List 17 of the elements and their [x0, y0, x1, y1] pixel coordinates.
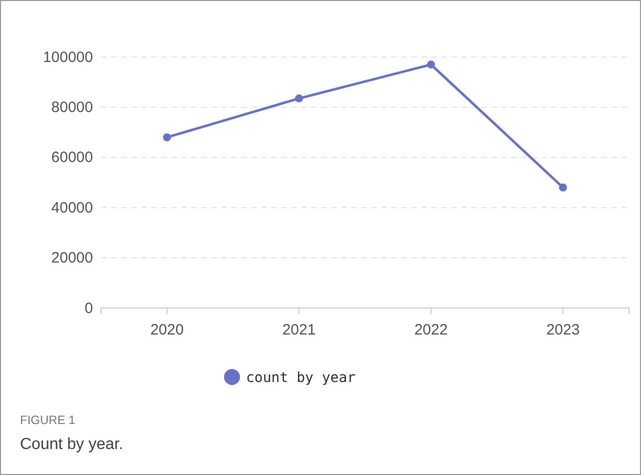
y-tick-label: 100000: [42, 48, 93, 66]
y-tick-label: 60000: [51, 149, 93, 166]
y-tick-label: 40000: [51, 199, 93, 216]
legend-label: count by year: [246, 370, 356, 386]
x-tick-label: 2021: [282, 322, 316, 339]
x-tick-label: 2023: [546, 322, 580, 339]
point: [427, 60, 435, 69]
y-tick-label: 80000: [51, 99, 93, 116]
point: [559, 184, 567, 192]
y-tick-label: 0: [84, 300, 93, 317]
caption: FIGURE 1: [20, 413, 76, 427]
x-tick-label: 2020: [150, 322, 184, 339]
x-tick-label: 2022: [414, 322, 448, 339]
point: [295, 94, 303, 102]
text: Count by year.: [20, 436, 124, 453]
y-tick-label: 20000: [51, 250, 93, 267]
point: [163, 133, 171, 142]
